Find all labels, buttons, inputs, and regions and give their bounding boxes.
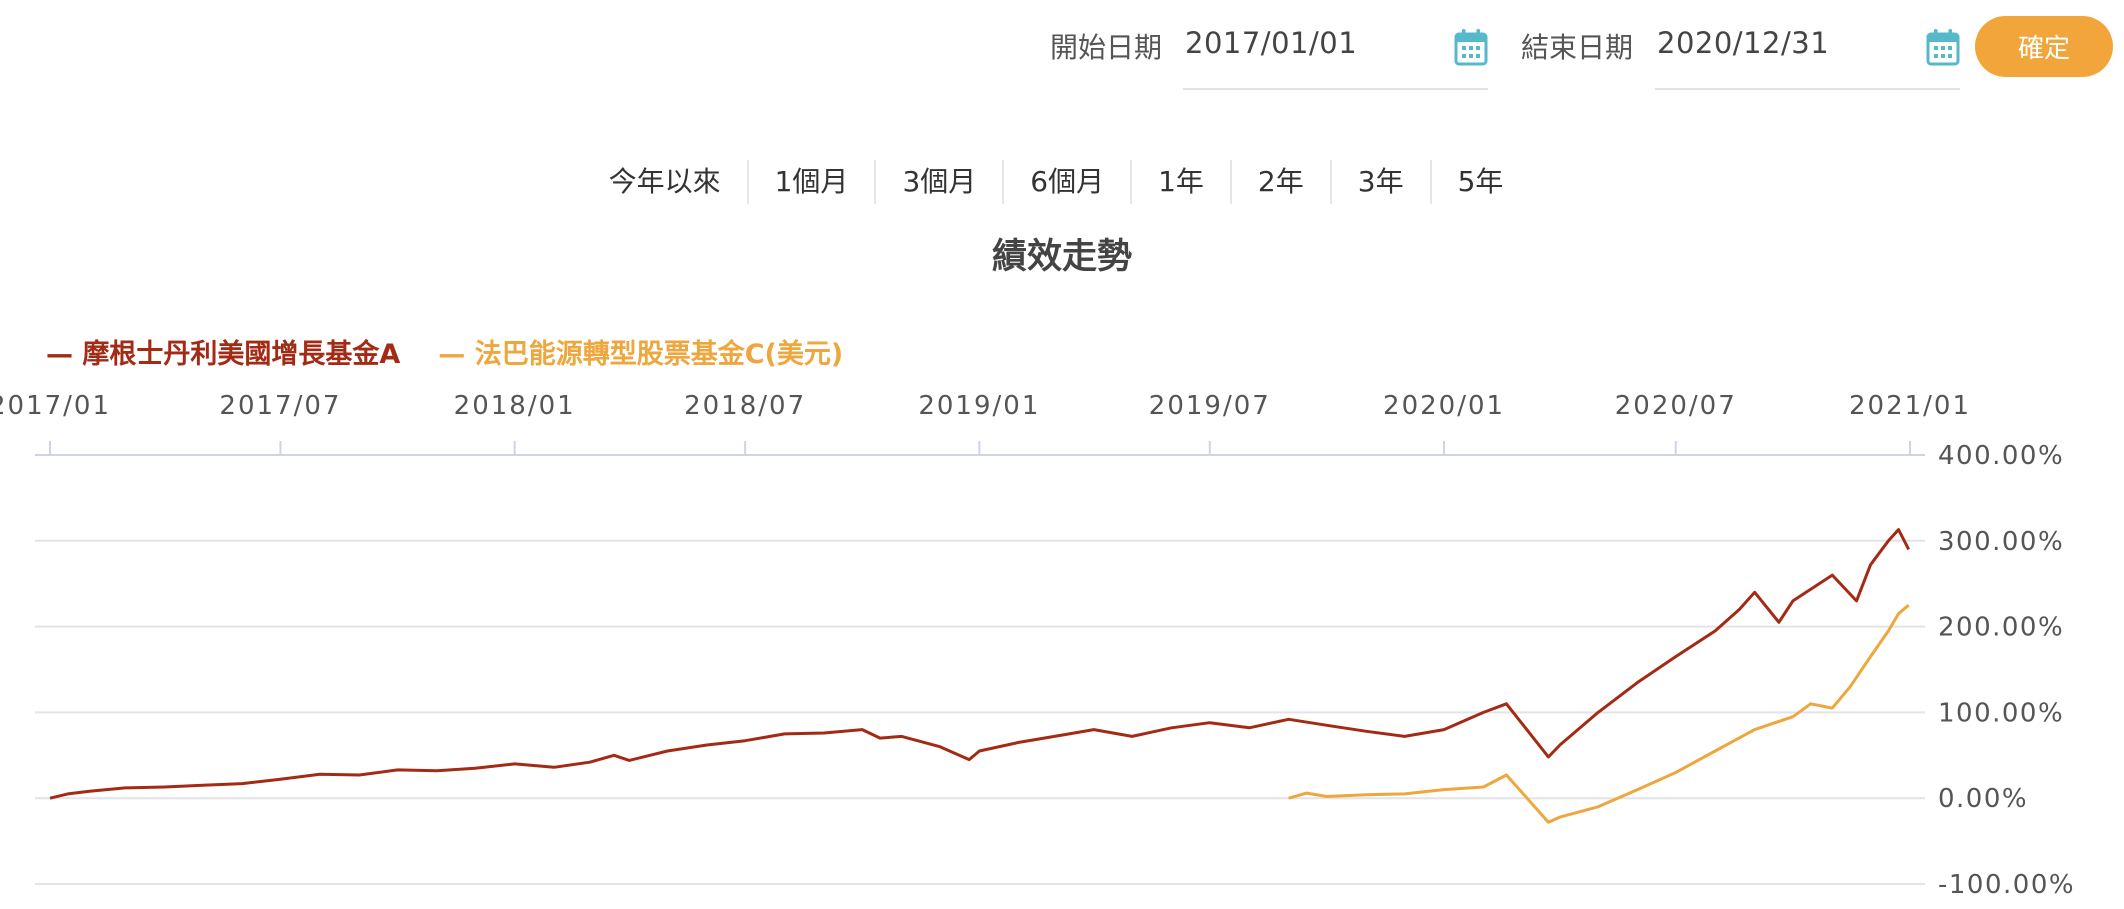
x-tick-label: 2018/07 bbox=[684, 391, 806, 421]
grid-lines bbox=[35, 454, 1925, 885]
x-axis: 2017/01 2017/07 2018/01 2018/07 2019/01 2019/… bbox=[0, 391, 1971, 456]
y-axis: 400.00% 300.00% 200.00% 100.00% 0.00% -100.00… bbox=[1938, 441, 2075, 900]
tab-2y[interactable]: 2年 bbox=[1232, 160, 1332, 204]
tab-1y[interactable]: 1年 bbox=[1132, 160, 1232, 204]
tab-3m[interactable]: 3個月 bbox=[876, 160, 1005, 204]
confirm-button[interactable]: 確定 bbox=[1975, 16, 2113, 77]
y-tick-label: 200.00% bbox=[1938, 613, 2064, 643]
tab-3y[interactable]: 3年 bbox=[1332, 160, 1432, 204]
legend-item-series-b[interactable]: — 法巴能源轉型股票基金C(美元) bbox=[438, 339, 844, 370]
start-date-label: 開始日期 bbox=[1050, 31, 1163, 64]
x-tick-label: 2021/01 bbox=[1849, 391, 1971, 421]
end-date-field[interactable]: 2020/12/31 bbox=[1655, 22, 1960, 90]
tab-1m[interactable]: 1個月 bbox=[749, 160, 877, 204]
series-lines bbox=[49, 528, 1911, 824]
start-date-value: 2017/01/01 bbox=[1185, 26, 1358, 60]
x-tick-label: 2017/01 bbox=[0, 391, 111, 421]
calendar-icon[interactable] bbox=[1454, 28, 1488, 66]
y-tick-label: -100.00% bbox=[1938, 870, 2075, 900]
end-date-value: 2020/12/31 bbox=[1657, 26, 1830, 60]
series-line-a bbox=[49, 528, 1911, 800]
x-tick-label: 2018/01 bbox=[454, 391, 576, 421]
start-date-field[interactable]: 2017/01/01 bbox=[1183, 22, 1488, 90]
x-tick-label: 2017/07 bbox=[219, 391, 341, 421]
y-tick-label: 400.00% bbox=[1938, 441, 2064, 471]
legend-item-series-a[interactable]: — 摩根士丹利美國增長基金A bbox=[46, 339, 401, 370]
calendar-icon[interactable] bbox=[1926, 28, 1960, 66]
x-tick-label: 2020/01 bbox=[1383, 391, 1505, 421]
y-tick-label: 100.00% bbox=[1938, 698, 2064, 728]
chart-legend: — 摩根士丹利美國增長基金A — 法巴能源轉型股票基金C(美元) bbox=[46, 332, 843, 371]
end-date-label: 結束日期 bbox=[1521, 31, 1634, 64]
tab-5y[interactable]: 5年 bbox=[1457, 165, 1504, 198]
x-tick-label: 2019/01 bbox=[918, 391, 1040, 421]
x-tick-label: 2020/07 bbox=[1615, 391, 1737, 421]
x-tick-label: 2019/07 bbox=[1149, 391, 1271, 421]
series-line-b bbox=[1288, 603, 1910, 824]
tab-ytd[interactable]: 今年以來 bbox=[583, 160, 749, 204]
y-tick-label: 300.00% bbox=[1938, 527, 2064, 557]
chart-title: 績效走勢 bbox=[991, 237, 1132, 277]
y-tick-label: 0.00% bbox=[1938, 784, 2028, 814]
range-tabs: 今年以來 1個月 3個月 6個月 1年 2年 3年 5年 bbox=[0, 160, 2124, 204]
tab-6m[interactable]: 6個月 bbox=[1004, 160, 1133, 204]
